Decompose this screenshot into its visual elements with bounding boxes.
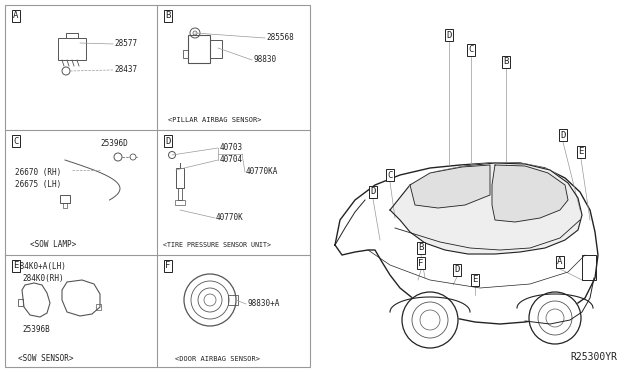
- Text: <SOW LAMP>: <SOW LAMP>: [30, 240, 76, 249]
- Circle shape: [529, 292, 581, 344]
- Bar: [96, 304, 101, 310]
- Polygon shape: [492, 165, 568, 222]
- Text: 98830+A: 98830+A: [247, 299, 280, 308]
- Text: B: B: [419, 244, 424, 253]
- Text: 40704: 40704: [220, 155, 243, 164]
- Text: C: C: [468, 45, 474, 55]
- Text: B: B: [503, 58, 509, 67]
- Text: D: D: [371, 187, 376, 196]
- Text: A: A: [13, 12, 19, 20]
- Text: D: D: [165, 137, 171, 145]
- Text: 28437: 28437: [114, 65, 137, 74]
- Text: 284K0(RH): 284K0(RH): [22, 275, 63, 283]
- Text: C: C: [13, 137, 19, 145]
- Bar: [178, 188, 182, 200]
- Text: F: F: [419, 259, 424, 267]
- Bar: [58, 38, 86, 60]
- Bar: [210, 40, 222, 58]
- Text: 40770K: 40770K: [216, 214, 244, 222]
- Bar: [63, 203, 67, 208]
- Bar: [175, 200, 185, 205]
- Text: R25300YR: R25300YR: [570, 352, 617, 362]
- Text: A: A: [557, 257, 563, 266]
- Polygon shape: [335, 163, 598, 324]
- Bar: [5, 5, 310, 367]
- Text: 284K0+A(LH): 284K0+A(LH): [15, 263, 66, 272]
- Text: <TIRE PRESSURE SENSOR UNIT>: <TIRE PRESSURE SENSOR UNIT>: [163, 242, 271, 248]
- Text: 26675 (LH): 26675 (LH): [15, 180, 61, 189]
- Text: B: B: [165, 12, 171, 20]
- Bar: [183, 50, 188, 58]
- Text: D: D: [560, 131, 566, 140]
- Text: 285568: 285568: [266, 33, 294, 42]
- Text: C: C: [387, 170, 393, 180]
- Text: 40770KA: 40770KA: [246, 167, 278, 176]
- Bar: [188, 35, 210, 63]
- Text: <PILLAR AIRBAG SENSOR>: <PILLAR AIRBAG SENSOR>: [168, 117, 262, 123]
- Text: 26670 (RH): 26670 (RH): [15, 169, 61, 177]
- Text: D: D: [446, 31, 452, 39]
- Polygon shape: [410, 165, 490, 208]
- Text: 40703: 40703: [220, 144, 243, 153]
- Bar: [228, 295, 238, 305]
- Text: 98830: 98830: [253, 55, 276, 64]
- Text: 25396B: 25396B: [22, 326, 50, 334]
- Text: F: F: [165, 262, 171, 270]
- Text: E: E: [472, 276, 477, 285]
- Text: <SOW SENSOR>: <SOW SENSOR>: [18, 354, 74, 363]
- Text: E: E: [13, 262, 19, 270]
- Text: E: E: [579, 148, 584, 157]
- Text: 25396D: 25396D: [100, 138, 128, 148]
- Circle shape: [402, 292, 458, 348]
- Bar: [176, 168, 184, 188]
- Text: D: D: [454, 266, 460, 275]
- Bar: [18, 299, 23, 306]
- Text: 28577: 28577: [114, 39, 137, 48]
- Polygon shape: [390, 163, 582, 254]
- Text: <DOOR AIRBAG SENSOR>: <DOOR AIRBAG SENSOR>: [175, 356, 260, 362]
- Bar: [60, 195, 70, 203]
- Bar: [582, 255, 596, 280]
